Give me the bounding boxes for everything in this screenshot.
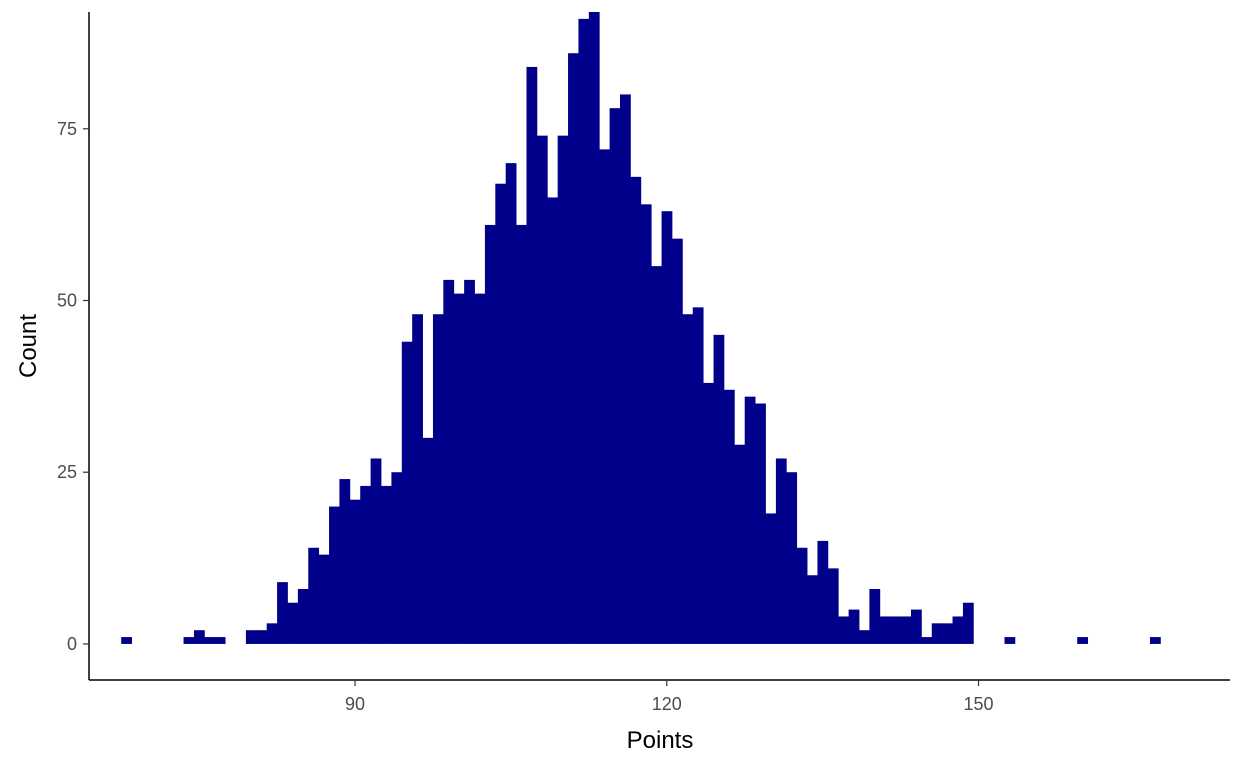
histogram-bar xyxy=(318,554,330,644)
x-tick-label: 90 xyxy=(345,694,365,714)
histogram-bar xyxy=(1077,637,1089,644)
histogram-bar xyxy=(443,279,455,644)
histogram-bar xyxy=(422,437,434,644)
histogram-bar xyxy=(775,458,787,644)
histogram-bar xyxy=(640,204,652,644)
histogram-bar xyxy=(526,66,538,644)
histogram-bar xyxy=(183,637,195,644)
histogram-bar xyxy=(807,575,818,644)
histogram-bar xyxy=(193,630,205,644)
histogram-bar xyxy=(453,293,465,644)
histogram-bar xyxy=(838,616,850,644)
histogram-bar xyxy=(651,266,662,644)
histogram-bar xyxy=(1004,637,1016,644)
histogram-bar xyxy=(121,637,132,644)
histogram-bar xyxy=(796,547,808,644)
histogram-bar xyxy=(484,224,496,644)
histogram-bar xyxy=(952,616,964,644)
histogram-bar xyxy=(391,472,403,644)
histogram-bar xyxy=(432,314,444,644)
histogram-bar xyxy=(910,609,922,644)
histogram-bar xyxy=(1149,637,1161,644)
x-axis-ticks: 90 120 150 xyxy=(345,680,994,714)
y-tick-label: 50 xyxy=(57,290,77,310)
histogram-bar xyxy=(755,403,766,644)
histogram-bar xyxy=(297,588,309,644)
histogram-bar xyxy=(245,630,257,644)
x-tick-label: 120 xyxy=(652,694,682,714)
histogram-bar xyxy=(962,602,974,644)
histogram-bar xyxy=(568,53,579,644)
histogram-bar xyxy=(630,176,642,644)
histogram-bar xyxy=(266,623,278,644)
histogram-bar xyxy=(703,382,714,644)
histogram-bar xyxy=(734,444,746,644)
histogram-bar xyxy=(620,94,631,644)
histogram-bar xyxy=(890,616,901,644)
histogram-bar xyxy=(671,238,683,644)
histogram-bar xyxy=(339,479,351,644)
histogram-bar xyxy=(349,499,361,644)
histogram-bar xyxy=(547,197,559,644)
histogram-bar xyxy=(879,616,891,644)
histogram-bar xyxy=(381,485,392,644)
histogram-bar xyxy=(308,547,320,644)
histogram-bar xyxy=(931,623,943,644)
y-tick-label: 0 xyxy=(67,634,77,654)
histogram-bar xyxy=(412,314,423,644)
y-tick-label: 75 xyxy=(57,119,77,139)
y-axis-title: Count xyxy=(15,314,42,378)
histogram-bar xyxy=(786,472,798,644)
histogram-bar xyxy=(859,630,870,644)
histogram-bar xyxy=(723,389,735,644)
histogram-bar xyxy=(474,293,486,644)
histogram-bar xyxy=(942,623,953,644)
histogram-bar xyxy=(578,18,590,644)
histogram-bar xyxy=(505,163,517,644)
histogram-bar xyxy=(329,506,340,644)
histogram-bar xyxy=(214,637,226,644)
histogram-bar xyxy=(516,224,527,644)
histogram-bar xyxy=(370,458,382,644)
histogram-bar xyxy=(827,568,839,644)
histogram-bar xyxy=(464,279,475,644)
histogram-bar xyxy=(682,314,694,644)
histogram-bar xyxy=(204,637,216,644)
histogram-bar xyxy=(817,540,829,644)
histogram-bar xyxy=(287,602,299,644)
histogram-bar xyxy=(599,149,611,644)
y-axis-ticks: 0 25 50 75 xyxy=(57,119,89,654)
histogram-bar xyxy=(609,108,621,644)
histogram-bar xyxy=(692,307,704,644)
histogram-bar xyxy=(869,588,881,644)
histogram-bar xyxy=(588,12,600,644)
histogram-bar xyxy=(765,513,777,644)
x-tick-label: 150 xyxy=(963,694,993,714)
histogram-bar xyxy=(277,582,288,644)
histogram-bar xyxy=(401,341,413,644)
histogram-bar xyxy=(557,135,569,644)
histogram-bar xyxy=(536,135,548,644)
x-axis-title: Points xyxy=(627,727,694,754)
y-tick-label: 25 xyxy=(57,462,77,482)
histogram-bar xyxy=(661,211,673,644)
histogram-bar xyxy=(495,183,507,644)
histogram-bar xyxy=(921,637,933,644)
histogram-bar xyxy=(713,334,725,644)
histogram-bar xyxy=(360,485,372,644)
histogram-bar xyxy=(848,609,860,644)
histogram-bars xyxy=(121,12,1161,644)
histogram-bar xyxy=(744,396,756,644)
histogram-bar xyxy=(900,616,912,644)
histogram-bar xyxy=(256,630,268,644)
